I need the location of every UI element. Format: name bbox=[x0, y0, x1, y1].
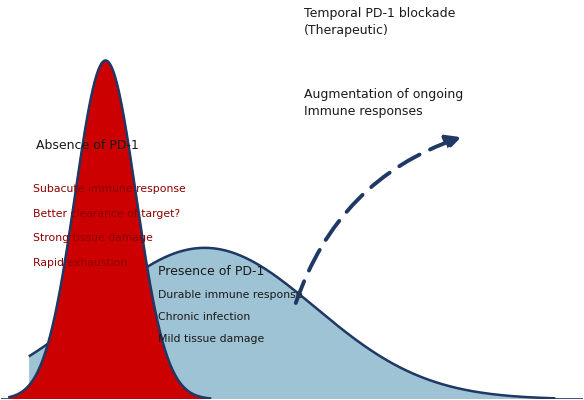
Text: Durable immune response: Durable immune response bbox=[158, 290, 303, 300]
Text: Strong tissue damage: Strong tissue damage bbox=[33, 234, 152, 244]
Text: Absence of PD-1: Absence of PD-1 bbox=[36, 139, 138, 152]
Text: Presence of PD-1: Presence of PD-1 bbox=[158, 265, 265, 278]
Text: Chronic infection: Chronic infection bbox=[158, 312, 251, 322]
Text: Temporal PD-1 blockade
(Therapeutic): Temporal PD-1 blockade (Therapeutic) bbox=[304, 7, 455, 37]
Text: Mild tissue damage: Mild tissue damage bbox=[158, 334, 264, 344]
Text: Better clearance of target?: Better clearance of target? bbox=[33, 209, 180, 219]
Polygon shape bbox=[9, 60, 210, 399]
Text: Rapid exhaustion: Rapid exhaustion bbox=[33, 258, 127, 268]
Text: Augmentation of ongoing
Immune responses: Augmentation of ongoing Immune responses bbox=[304, 88, 463, 118]
Polygon shape bbox=[30, 248, 554, 399]
Text: Subacute immune response: Subacute immune response bbox=[33, 184, 186, 194]
